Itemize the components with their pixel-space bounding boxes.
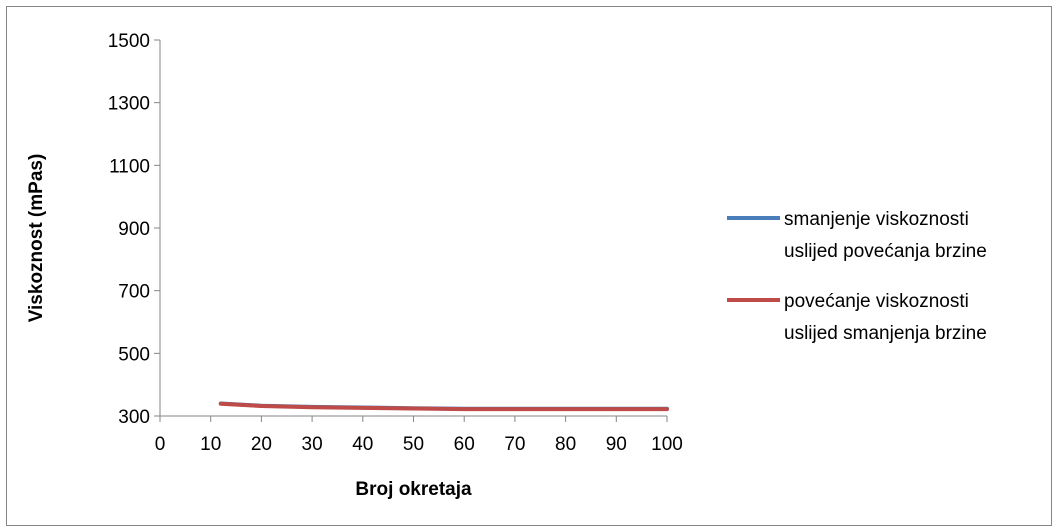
series-lines (218, 401, 669, 412)
x-tick-label: 40 (352, 434, 373, 455)
x-tick-label: 30 (302, 434, 323, 455)
x-axis: 0 10 20 30 40 50 60 70 80 90 100 (155, 415, 683, 455)
y-tick-label: 1300 (108, 94, 150, 115)
x-tick-label: 20 (251, 434, 272, 455)
y-axis: 300 500 700 900 1100 1300 1500 (108, 31, 161, 428)
y-tick-label: 900 (118, 219, 150, 240)
legend: smanjenje viskoznosti uslijed povećanja b… (727, 209, 987, 344)
series-line-2 (218, 401, 669, 412)
y-tick-label: 700 (118, 282, 150, 303)
legend-label-2: povećanje viskoznosti (784, 291, 969, 312)
x-tick-label: 90 (606, 434, 627, 455)
x-tick-label: 50 (403, 434, 424, 455)
x-tick-label: 70 (504, 434, 525, 455)
y-tick-label: 300 (118, 407, 150, 428)
x-tick-label: 0 (155, 434, 166, 455)
x-tick-label: 100 (651, 434, 683, 455)
legend-label-1: uslijed povećanja brzine (784, 241, 987, 262)
y-tick-label: 1500 (108, 31, 150, 52)
legend-label-2: uslijed smanjenja brzine (784, 323, 987, 344)
y-axis-title: Viskoznost (mPas) (26, 154, 47, 323)
legend-label-1: smanjenje viskoznosti (784, 209, 969, 230)
x-tick-label: 10 (200, 434, 221, 455)
y-tick-label: 500 (118, 344, 150, 365)
x-axis-title: Broj okretaja (355, 479, 472, 500)
y-tick-label: 1100 (109, 156, 150, 177)
chart-area (6, 6, 1052, 526)
x-tick-label: 80 (555, 434, 576, 455)
x-tick-label: 60 (454, 434, 475, 455)
